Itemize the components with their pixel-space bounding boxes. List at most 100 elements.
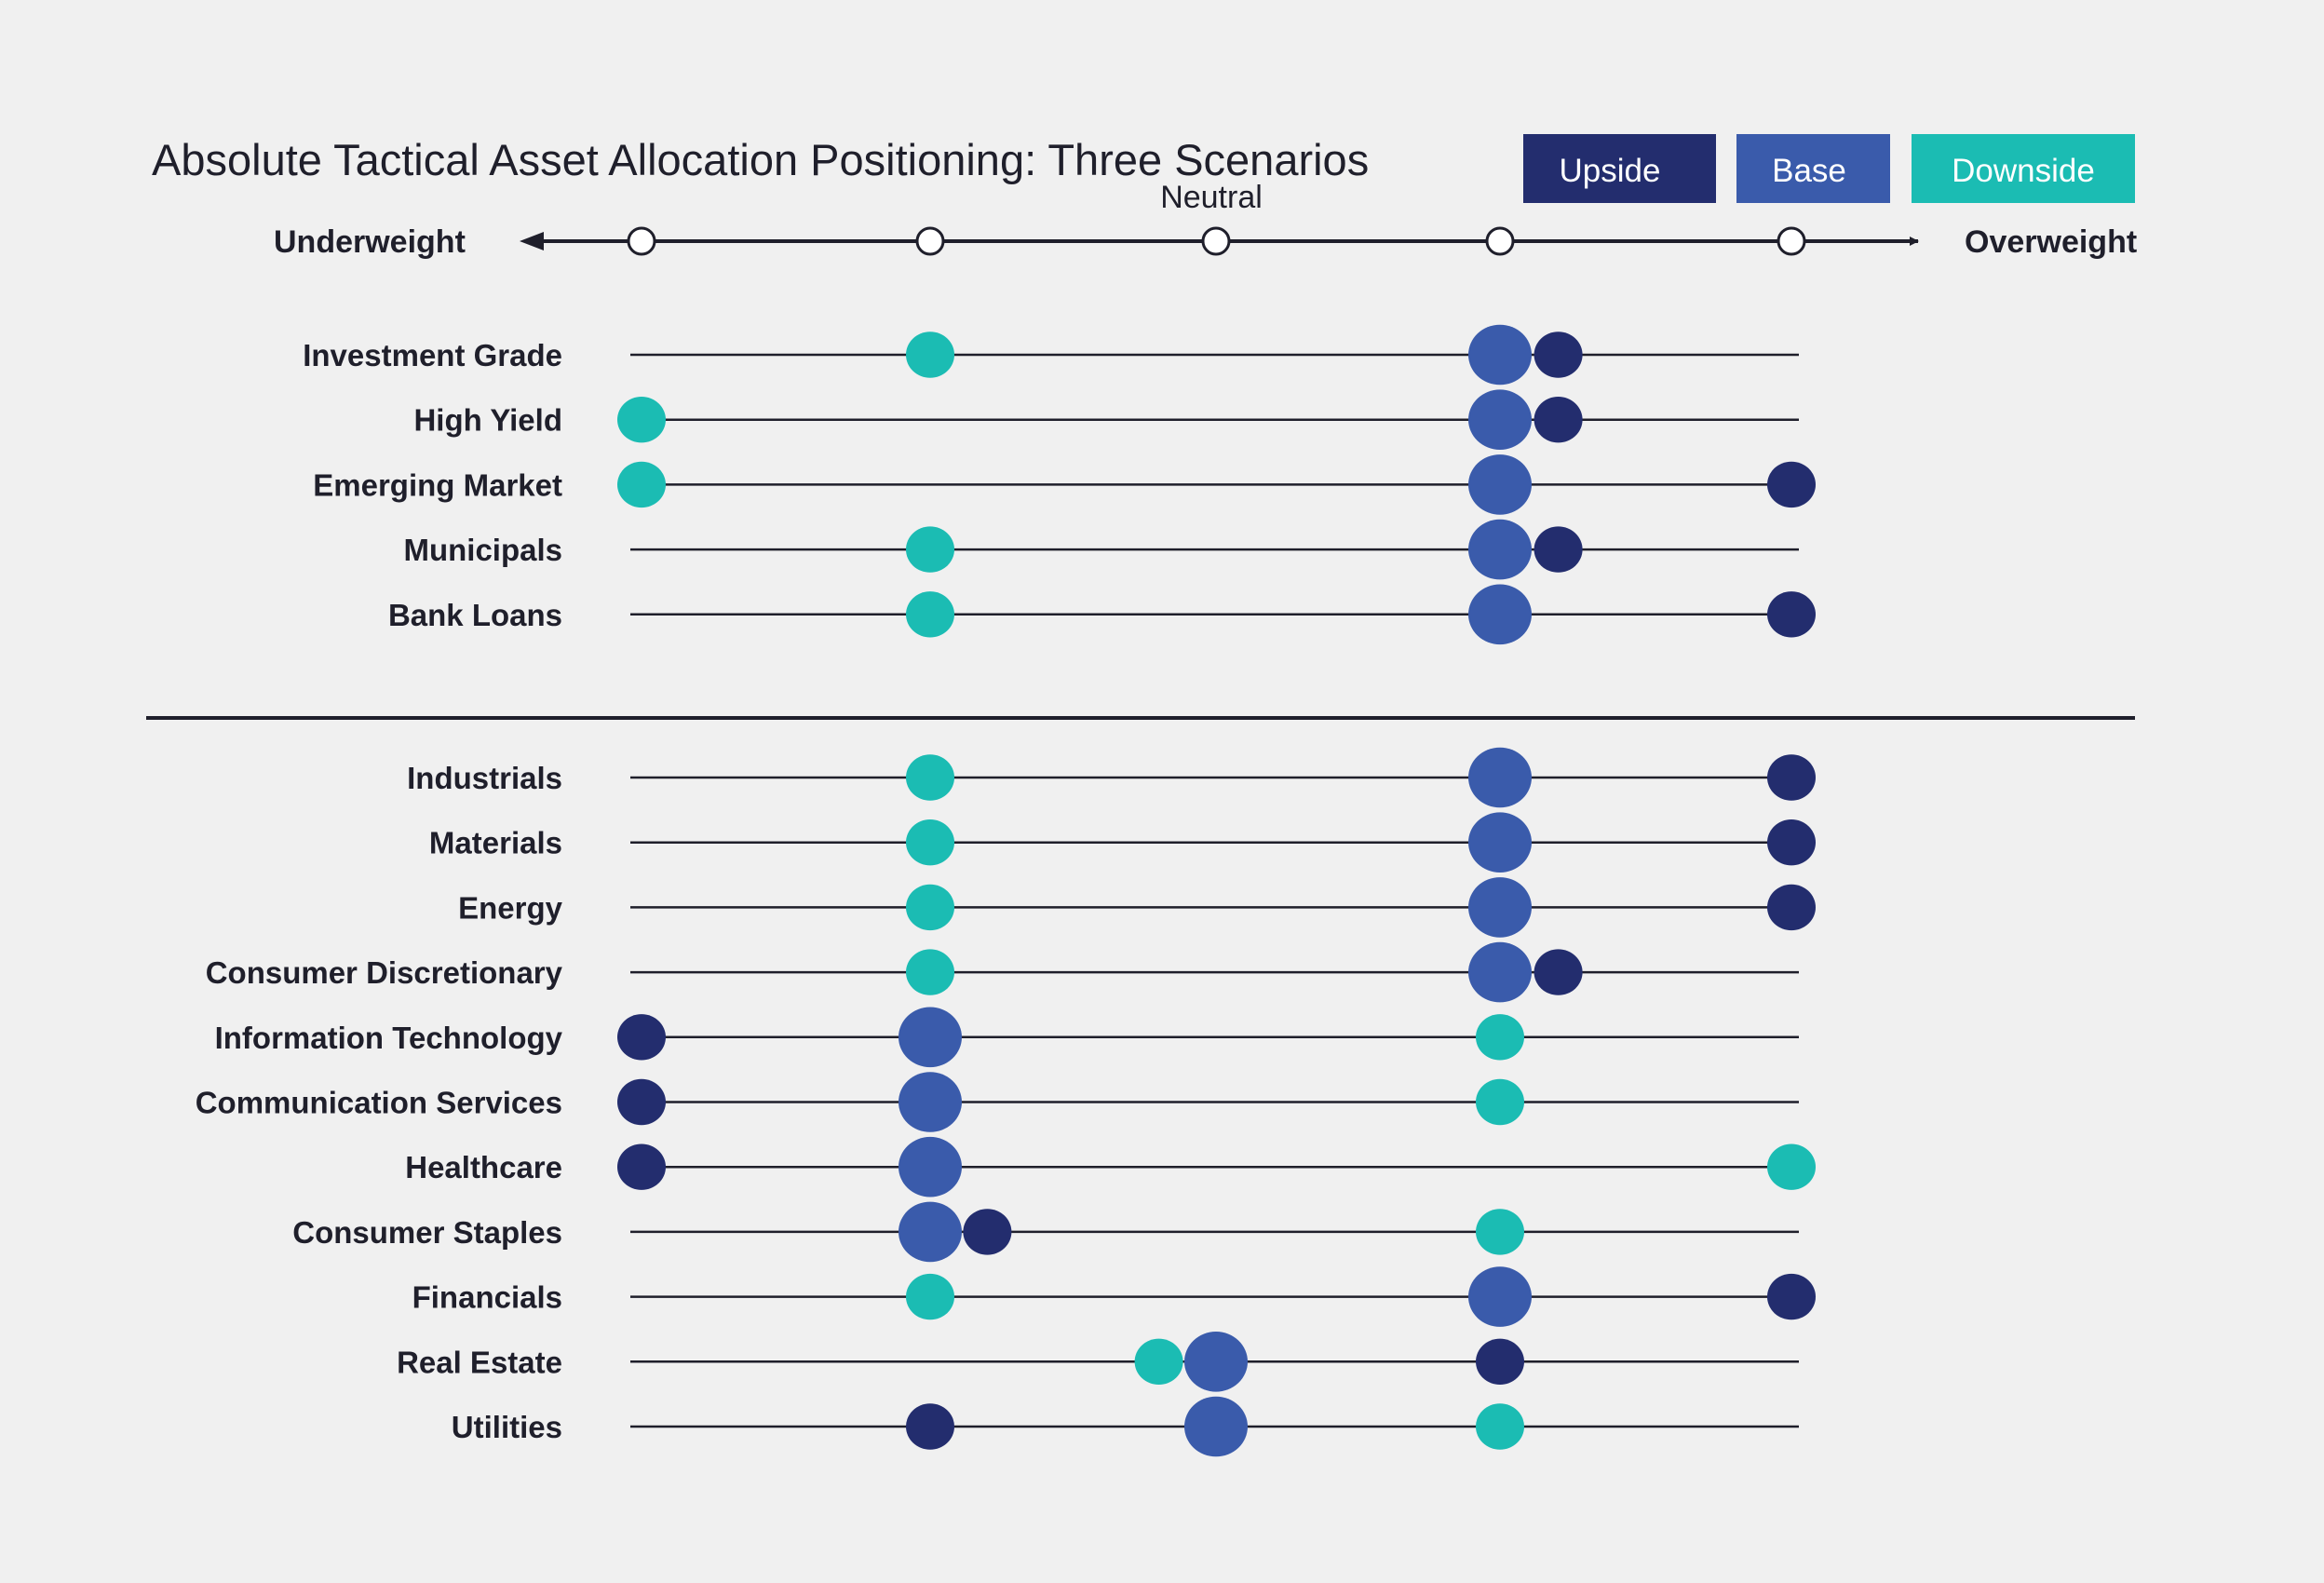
upside-point [617, 1078, 666, 1126]
axis-ticks [627, 226, 1806, 256]
row-label: Materials [429, 826, 562, 860]
base-point [1468, 584, 1532, 645]
legend: Upside Base Downside [1523, 134, 2135, 203]
upside-point [1534, 949, 1583, 995]
upside-point [963, 1209, 1012, 1255]
upside-point [1767, 754, 1816, 801]
legend-item-downside: Downside [1912, 134, 2135, 203]
base-point [1468, 747, 1532, 808]
row-label: Consumer Discretionary [206, 955, 563, 990]
row-high-yield: High Yield [413, 389, 1799, 451]
upside-point [1767, 591, 1816, 638]
row-label: Communication Services [196, 1086, 562, 1120]
axis-tick-1 [627, 226, 656, 256]
row-label: Real Estate [397, 1345, 562, 1379]
legend-label-upside: Upside [1560, 153, 1661, 189]
upside-point [1534, 526, 1583, 573]
row-label: High Yield [413, 403, 562, 438]
downside-point [906, 526, 954, 573]
scale-axis: Underweight Overweight Neutral [274, 180, 2137, 260]
legend-swatch-upside [1523, 134, 1716, 203]
upside-point [617, 1014, 666, 1061]
downside-point [1134, 1338, 1183, 1386]
downside-point [906, 754, 954, 801]
downside-point [906, 819, 954, 866]
downside-point [1476, 1078, 1524, 1126]
row-industrials: Industrials [407, 747, 1816, 808]
chart-rows: Investment Grade High Yield Emerging Marke… [196, 324, 1816, 1457]
row-label: Consumer Staples [292, 1215, 562, 1250]
row-bank-loans: Bank Loans [388, 584, 1816, 645]
upside-point [1767, 461, 1816, 508]
upside-point [906, 1403, 954, 1450]
base-point [1468, 519, 1532, 580]
downside-point [906, 331, 954, 378]
base-point [1184, 1396, 1248, 1457]
row-emerging-market: Emerging Market [313, 454, 1816, 515]
upside-point [1767, 819, 1816, 866]
downside-point [1476, 1209, 1524, 1255]
axis-tick-4 [1485, 226, 1515, 256]
row-healthcare: Healthcare [405, 1136, 1816, 1197]
base-point [1468, 877, 1532, 938]
base-point [1468, 324, 1532, 386]
upside-point [1767, 884, 1816, 931]
row-materials: Materials [429, 812, 1816, 873]
base-point [1468, 454, 1532, 515]
downside-point [1476, 1403, 1524, 1450]
row-utilities: Utilities [452, 1396, 1799, 1457]
downside-point [1476, 1014, 1524, 1061]
base-point [1184, 1332, 1248, 1392]
legend-item-upside: Upside [1523, 134, 1716, 203]
row-label: Industrials [407, 761, 562, 795]
row-energy: Energy [458, 877, 1816, 938]
row-label: Investment Grade [303, 338, 562, 372]
base-point [899, 1201, 962, 1263]
row-information-technology: Information Technology [215, 1007, 1799, 1068]
upside-point [1767, 1273, 1816, 1320]
upside-point [617, 1143, 666, 1190]
axis-tick-3 [1201, 226, 1231, 256]
legend-label-downside: Downside [1952, 153, 2095, 189]
chart-title: Absolute Tactical Asset Allocation Posit… [152, 135, 1369, 184]
legend-swatch-downside [1912, 134, 2135, 203]
base-point [899, 1136, 962, 1197]
legend-item-base: Base [1736, 134, 1890, 203]
legend-label-base: Base [1772, 153, 1846, 189]
row-consumer-staples: Consumer Staples [292, 1201, 1799, 1263]
upside-point [1534, 331, 1583, 378]
base-point [1468, 389, 1532, 451]
base-point [1468, 812, 1532, 873]
downside-point [906, 884, 954, 931]
base-point [1468, 941, 1532, 1003]
row-label: Energy [458, 890, 563, 925]
upside-point [1476, 1338, 1524, 1386]
base-point [1468, 1266, 1532, 1327]
row-label: Emerging Market [313, 467, 562, 502]
downside-point [906, 949, 954, 995]
row-label: Healthcare [405, 1150, 562, 1184]
axis-arrow-left [520, 232, 544, 250]
row-consumer-discretionary: Consumer Discretionary [206, 941, 1799, 1003]
row-label: Municipals [403, 533, 562, 567]
underweight-label: Underweight [274, 224, 466, 260]
downside-point [1767, 1143, 1816, 1190]
row-real-estate: Real Estate [397, 1332, 1799, 1392]
downside-point [617, 397, 666, 443]
downside-point [906, 591, 954, 638]
base-point [899, 1072, 962, 1132]
row-investment-grade: Investment Grade [303, 324, 1799, 386]
legend-swatch-base [1736, 134, 1890, 203]
axis-tick-2 [915, 226, 945, 256]
row-communication-services: Communication Services [196, 1072, 1799, 1132]
base-point [899, 1007, 962, 1068]
row-municipals: Municipals [403, 519, 1799, 580]
downside-point [906, 1273, 954, 1320]
upside-point [1534, 397, 1583, 443]
overweight-label: Overweight [1965, 224, 2137, 260]
neutral-label: Neutral [1160, 180, 1263, 215]
row-label: Information Technology [215, 1021, 563, 1055]
row-label: Financials [412, 1280, 562, 1315]
axis-tick-5 [1777, 226, 1806, 256]
